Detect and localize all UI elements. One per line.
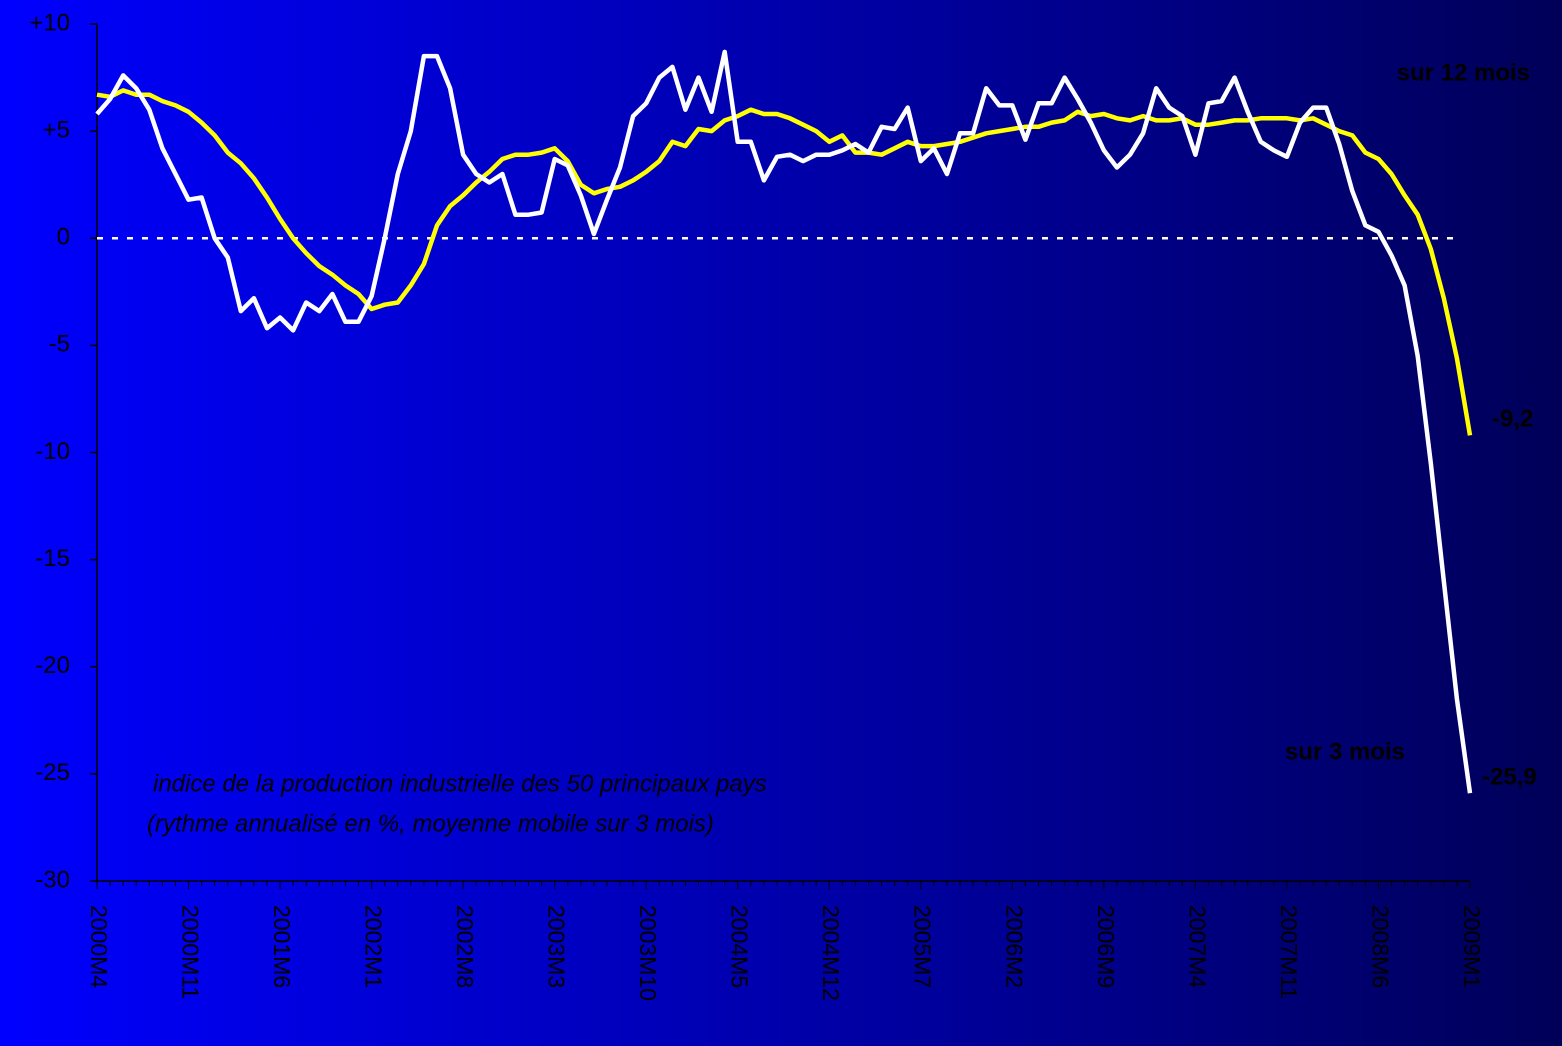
x-tick-label: 2003M3 [544, 905, 570, 988]
x-tick-label: 2007M4 [1184, 905, 1210, 988]
x-tick-label: 2006M2 [1001, 905, 1027, 988]
series-line [96, 88, 1473, 436]
y-tick-label: 0 [57, 224, 70, 251]
x-tick-label: 2008M6 [1367, 905, 1393, 988]
x-tick-label: 2000M4 [86, 905, 112, 988]
x-tick-label: 2009M1 [1459, 905, 1485, 988]
x-tick-label: 2005M7 [910, 905, 936, 988]
x-tick-label: 2007M11 [1276, 905, 1302, 999]
annotation: (rythme annualisé en %, moyenne mobile s… [147, 810, 714, 837]
annotation: indice de la production industrielle des… [153, 770, 767, 797]
end-label: -25,9 [1482, 764, 1537, 791]
series-line [95, 49, 1473, 794]
x-tick-label: 2002M8 [452, 905, 478, 988]
end-label: -9,2 [1492, 406, 1533, 433]
x-tick-label: 2002M1 [361, 905, 387, 988]
x-tick-label: 2004M5 [727, 905, 753, 988]
y-tick-label: -25 [35, 759, 70, 786]
y-tick-label: -20 [35, 652, 70, 679]
y-tick-label: -10 [35, 438, 70, 465]
y-tick-label: -15 [35, 545, 70, 572]
x-tick-label: 2006M9 [1093, 905, 1119, 988]
y-tick-label: +10 [29, 9, 70, 36]
y-tick-label: -5 [49, 331, 70, 358]
x-tick-label: 2003M10 [635, 905, 661, 1001]
series-label: sur 3 mois [1285, 738, 1405, 765]
series-label: sur 12 mois [1397, 59, 1530, 86]
x-tick-label: 2001M6 [269, 905, 295, 988]
x-tick-label: 2004M12 [818, 905, 844, 1001]
x-tick-label: 2000M11 [177, 905, 203, 999]
y-tick-label: -30 [35, 866, 70, 893]
y-tick-label: +5 [43, 116, 70, 143]
